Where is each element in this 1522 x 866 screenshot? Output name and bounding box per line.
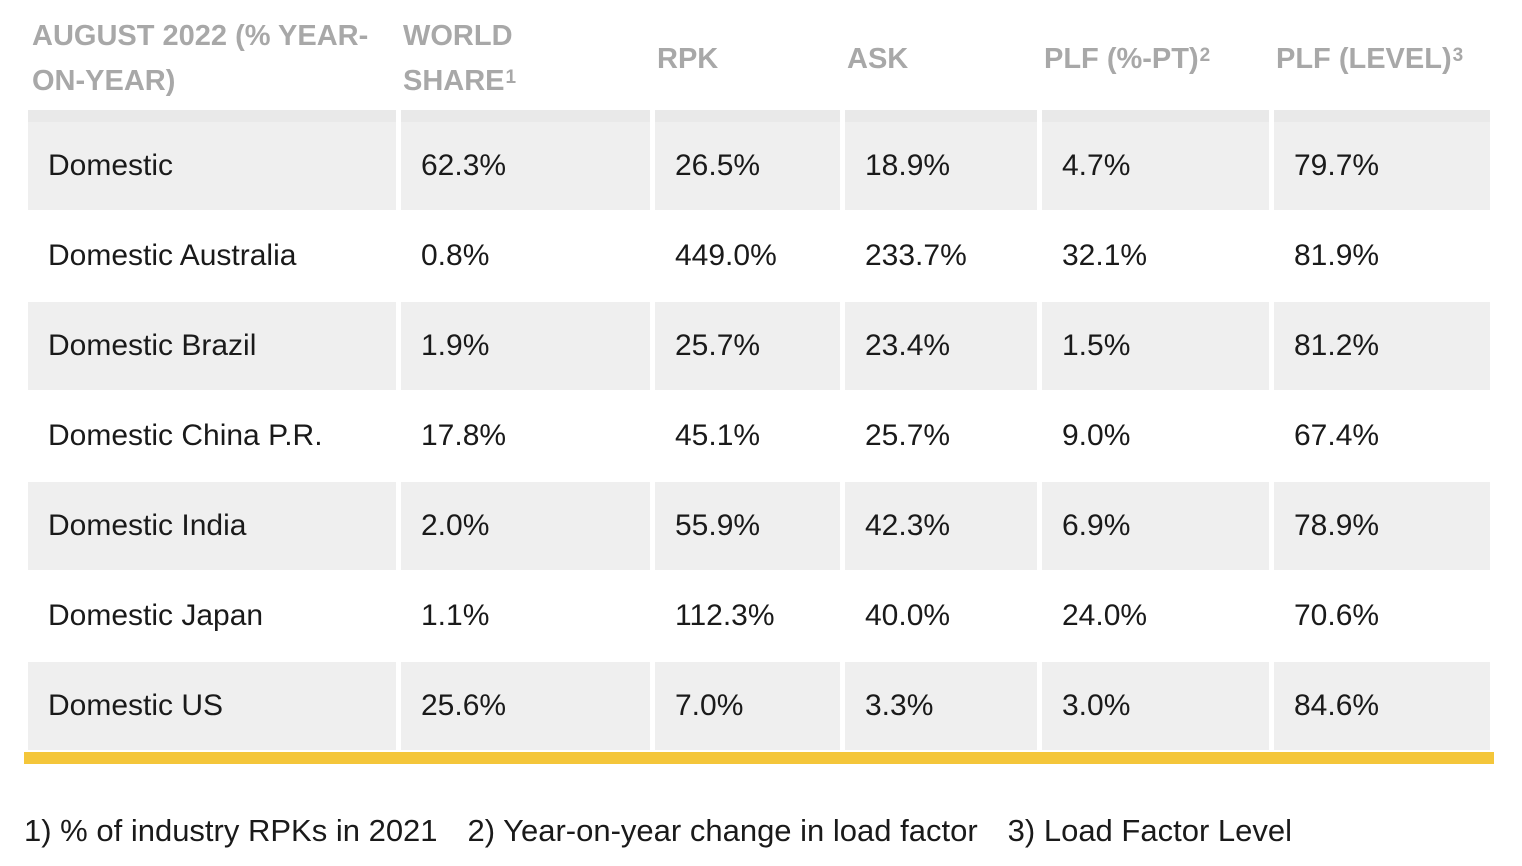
cell-ask: 18.9% xyxy=(845,122,1037,210)
header-underline xyxy=(28,110,396,122)
header-plf-pt-sup: 2 xyxy=(1199,45,1211,66)
table-row: Domestic Japan 1.1% 112.3% 40.0% 24.0% 7… xyxy=(24,572,1494,660)
footnote-2: 2) Year-on-year change in load factor xyxy=(467,813,978,848)
cell-ask: 25.7% xyxy=(865,419,951,452)
cell-rpk: 55.9% xyxy=(655,482,840,570)
cell-rpk: 7.0% xyxy=(655,662,840,750)
cell-plf-pt: 3.0% xyxy=(1042,662,1269,750)
cell-world-share: 1.1% xyxy=(421,599,490,632)
table-row: Domestic US 25.6% 7.0% 3.3% 3.0% 84.6% xyxy=(24,662,1494,750)
header-ask-label: ASK xyxy=(847,43,909,75)
cell-plf-level: 78.9% xyxy=(1274,482,1490,570)
cell-plf-level: 79.7% xyxy=(1274,122,1490,210)
header-world-share-sup: 1 xyxy=(505,67,517,88)
header-region: AUGUST 2022 (% YEAR- ON-YEAR) xyxy=(32,14,368,104)
cell-plf-pt: 24.0% xyxy=(1062,599,1148,632)
cell-region: Domestic Brazil xyxy=(28,302,396,390)
header-plf-level-sup: 3 xyxy=(1452,45,1464,66)
header-underline xyxy=(845,110,1037,122)
cell-rpk: 449.0% xyxy=(675,239,777,272)
cell-region: Domestic Japan xyxy=(48,599,264,632)
cell-plf-pt: 4.7% xyxy=(1042,122,1269,210)
table-row: Domestic China P.R. 17.8% 45.1% 25.7% 9.… xyxy=(24,392,1494,480)
cell-world-share: 62.3% xyxy=(401,122,650,210)
footnote-1: 1) % of industry RPKs in 2021 xyxy=(24,813,438,848)
header-plf-pt-label: PLF (%-PT) xyxy=(1044,43,1199,75)
header-ask: ASK xyxy=(847,37,908,82)
header-underline xyxy=(401,110,650,122)
cell-rpk: 45.1% xyxy=(675,419,761,452)
cell-world-share: 2.0% xyxy=(401,482,650,570)
cell-ask: 23.4% xyxy=(845,302,1037,390)
cell-ask: 40.0% xyxy=(865,599,951,632)
cell-world-share: 0.8% xyxy=(421,239,490,272)
cell-region: Domestic US xyxy=(28,662,396,750)
cell-plf-level: 70.6% xyxy=(1294,599,1380,632)
cell-plf-pt: 32.1% xyxy=(1062,239,1148,272)
header-underline xyxy=(1042,110,1269,122)
cell-plf-pt: 9.0% xyxy=(1062,419,1131,452)
cell-region: Domestic India xyxy=(28,482,396,570)
cell-region: Domestic China P.R. xyxy=(48,419,323,452)
header-region-line2: ON-YEAR) xyxy=(32,65,176,97)
cell-region: Domestic xyxy=(28,122,396,210)
header-rpk-label: RPK xyxy=(657,43,719,75)
cell-plf-level: 84.6% xyxy=(1274,662,1490,750)
table-header: AUGUST 2022 (% YEAR- ON-YEAR) WORLD SHAR… xyxy=(24,0,1494,122)
header-plf-pt: PLF (%-PT)2 xyxy=(1044,37,1210,82)
footnote-3: 3) Load Factor Level xyxy=(1007,813,1292,848)
table-row: Domestic Brazil 1.9% 25.7% 23.4% 1.5% 81… xyxy=(24,302,1494,390)
cell-plf-level: 81.9% xyxy=(1294,239,1380,272)
header-underline xyxy=(655,110,840,122)
footnotes: 1) % of industry RPKs in 2021 2) Year-on-… xyxy=(24,806,1494,856)
cell-world-share: 25.6% xyxy=(401,662,650,750)
table-row: Domestic India 2.0% 55.9% 42.3% 6.9% 78.… xyxy=(24,482,1494,570)
cell-plf-pt: 1.5% xyxy=(1042,302,1269,390)
header-plf-level-label: PLF (LEVEL) xyxy=(1276,43,1452,75)
header-world-share: WORLD SHARE1 xyxy=(403,14,516,104)
cell-rpk: 26.5% xyxy=(655,122,840,210)
cell-plf-pt: 6.9% xyxy=(1042,482,1269,570)
table-row: Domestic Australia 0.8% 449.0% 233.7% 32… xyxy=(24,212,1494,300)
header-rpk: RPK xyxy=(657,37,718,82)
header-world-share-line1: WORLD xyxy=(403,20,513,52)
cell-region: Domestic Australia xyxy=(48,239,297,272)
cell-rpk: 112.3% xyxy=(675,599,775,632)
cell-plf-level: 81.2% xyxy=(1274,302,1490,390)
cell-world-share: 1.9% xyxy=(401,302,650,390)
data-table: AUGUST 2022 (% YEAR- ON-YEAR) WORLD SHAR… xyxy=(24,0,1494,848)
header-underline xyxy=(1274,110,1490,122)
cell-ask: 233.7% xyxy=(865,239,967,272)
cell-plf-level: 67.4% xyxy=(1294,419,1380,452)
cell-ask: 3.3% xyxy=(845,662,1037,750)
cell-world-share: 17.8% xyxy=(421,419,507,452)
cell-ask: 42.3% xyxy=(845,482,1037,570)
table-row: Domestic 62.3% 26.5% 18.9% 4.7% 79.7% xyxy=(24,122,1494,210)
header-plf-level: PLF (LEVEL)3 xyxy=(1276,37,1463,82)
cell-rpk: 25.7% xyxy=(655,302,840,390)
header-region-line1: AUGUST 2022 (% YEAR- xyxy=(32,20,369,52)
header-world-share-line2: SHARE xyxy=(403,65,505,97)
accent-bar xyxy=(24,752,1494,764)
